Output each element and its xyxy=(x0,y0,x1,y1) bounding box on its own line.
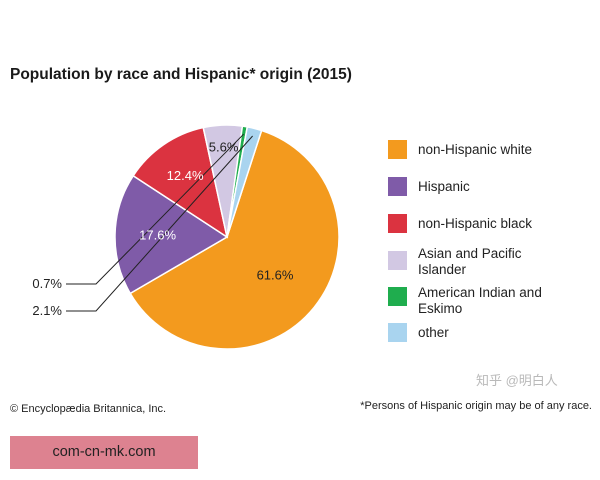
slice-value-label: 0.7% xyxy=(32,276,62,291)
legend-swatch xyxy=(388,140,407,159)
slice-value-label: 12.4% xyxy=(167,168,204,183)
slice-value-label: 5.6% xyxy=(209,140,239,155)
legend-label: non-Hispanic white xyxy=(418,142,533,157)
slice-value-label: 61.6% xyxy=(257,268,294,283)
chart-title: Population by race and Hispanic* origin … xyxy=(10,66,352,83)
legend-item-american-indian-eskimo: American Indian and Eskimo xyxy=(388,283,568,317)
pie-slice-other xyxy=(226,125,263,238)
leader-line xyxy=(66,133,244,285)
slice-value-label: 17.6% xyxy=(139,227,176,242)
legend-item-hispanic: Hispanic xyxy=(388,177,568,196)
leader-line xyxy=(66,135,253,312)
pie-slice-hispanic xyxy=(114,174,229,295)
legend-swatch xyxy=(388,251,407,270)
legend-label: non-Hispanic black xyxy=(418,216,533,231)
legend-swatch xyxy=(388,214,407,233)
legend-label: other xyxy=(418,325,449,340)
legend-item-non-hispanic-black: non-Hispanic black xyxy=(388,214,568,233)
copyright-credit: © Encyclopædia Britannica, Inc. xyxy=(10,403,167,415)
legend-swatch xyxy=(388,287,407,306)
legend-label: American Indian and Eskimo xyxy=(418,285,542,316)
site-banner[interactable]: com-cn-mk.com xyxy=(10,436,198,469)
footnote: *Persons of Hispanic origin may be of an… xyxy=(360,400,592,412)
watermark: 知乎 @明白人 xyxy=(476,373,558,388)
legend-label: Asian and Pacific Islander xyxy=(418,246,522,277)
legend-item-other: other xyxy=(388,323,568,342)
legend-label: Hispanic xyxy=(418,179,470,194)
legend-item-non-hispanic-white: non-Hispanic white xyxy=(388,140,568,159)
pie-slice-non-hispanic-white xyxy=(129,129,340,350)
legend-swatch xyxy=(388,323,407,342)
pie-slice-non-hispanic-black xyxy=(132,126,229,239)
slice-value-label: 2.1% xyxy=(32,303,62,318)
legend-swatch xyxy=(388,177,407,196)
legend-item-asian-pacific-islander: Asian and Pacific Islander xyxy=(388,244,568,278)
